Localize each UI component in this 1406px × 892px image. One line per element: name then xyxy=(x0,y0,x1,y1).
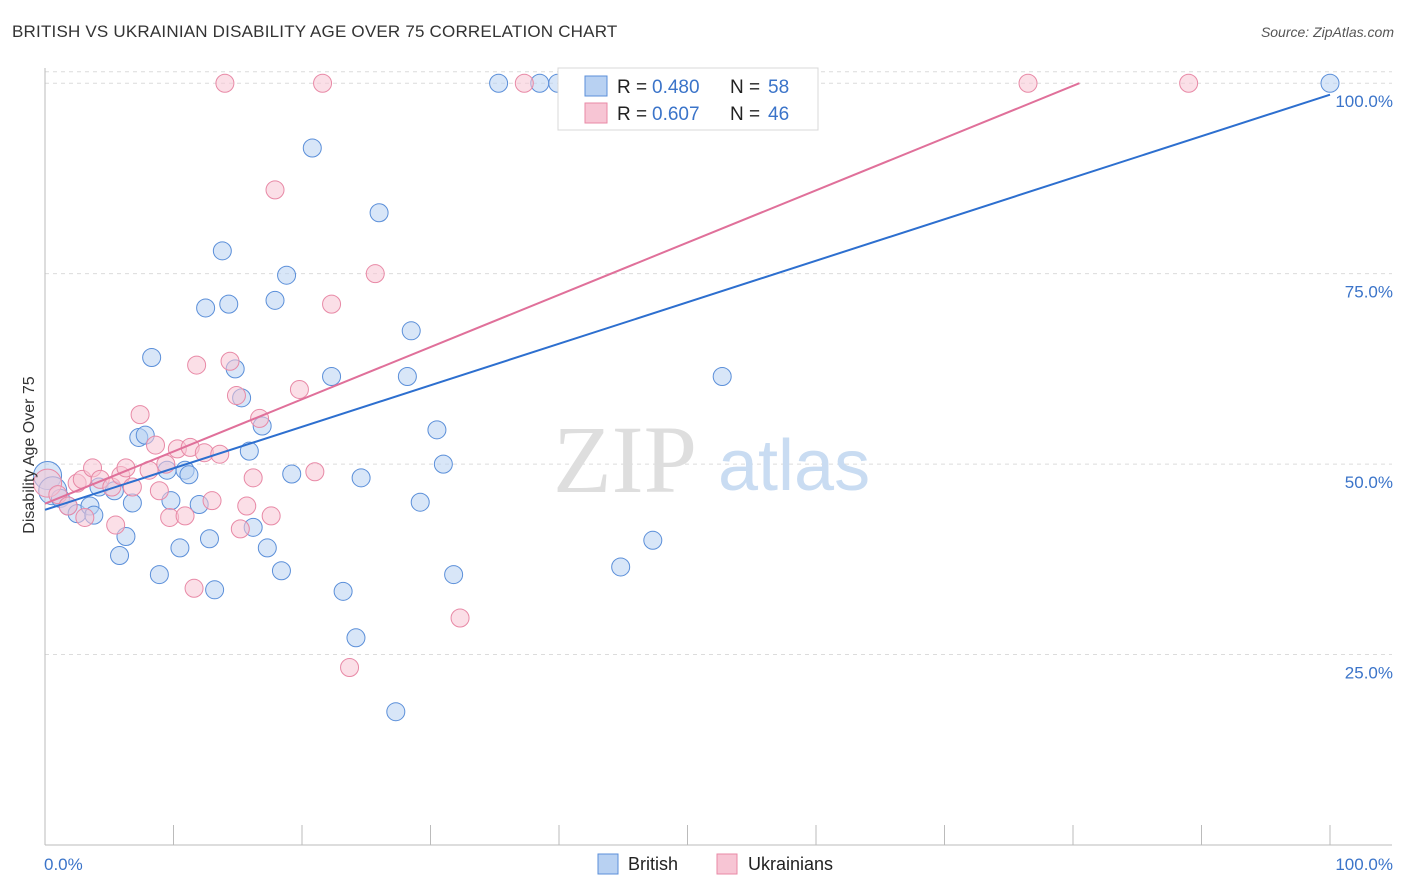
british-point-53 xyxy=(611,557,631,577)
y-tick-label-3: 100.0% xyxy=(1335,92,1393,111)
ukrainians-point-16 xyxy=(149,481,169,501)
ukrainians-point-25 xyxy=(202,491,222,511)
x-tick-labels: 0.0% 100.0% xyxy=(44,855,1393,874)
x-tick-label-0: 0.0% xyxy=(44,855,83,874)
british-point-42 xyxy=(369,203,389,223)
chart-source: Source: ZipAtlas.com xyxy=(1260,24,1394,40)
british-point-46 xyxy=(410,492,430,512)
british-point-43 xyxy=(386,702,406,722)
british-point-25 xyxy=(212,241,232,261)
ukrainians-point-28 xyxy=(220,351,240,371)
ukrainians-point-39 xyxy=(322,294,342,314)
legend-ukrainians-n-label: N = xyxy=(730,104,760,125)
british-point-44 xyxy=(397,367,417,387)
x-tick-label-1: 100.0% xyxy=(1335,855,1393,874)
trend-lines xyxy=(44,82,1331,511)
british-point-9 xyxy=(110,546,130,566)
british-point-15 xyxy=(149,565,169,585)
ukrainians-point-38 xyxy=(313,73,333,93)
british-point-48 xyxy=(433,454,453,474)
bottom-legend-ukrainians-label: Ukrainians xyxy=(748,854,833,874)
british-point-29 xyxy=(239,441,259,461)
y-axis-title: Disability Age Over 75 xyxy=(21,376,38,534)
british-point-32 xyxy=(257,538,277,558)
legend-ukrainians-n-value: 46 xyxy=(768,104,789,125)
ukrainians-point-43 xyxy=(514,73,534,93)
legend-ukrainians-r-value: 0.607 xyxy=(652,104,700,125)
bottom-legend-ukrainians-swatch xyxy=(716,853,738,875)
british-point-38 xyxy=(322,367,342,387)
y-tick-labels: 25.0% 50.0% 75.0% 100.0% xyxy=(1335,92,1393,682)
british-point-22 xyxy=(196,298,216,318)
y-tick-label-2: 75.0% xyxy=(1345,283,1393,302)
ukrainians-point-35 xyxy=(261,506,281,526)
ukrainians-point-5 xyxy=(75,507,95,527)
british-point-36 xyxy=(282,464,302,484)
ukrainians-point-34 xyxy=(265,180,285,200)
legend-ukrainians-r-label: R = xyxy=(617,104,647,125)
ukrainians-point-37 xyxy=(305,462,325,482)
british-point-20 xyxy=(179,465,199,485)
grid-lines xyxy=(45,71,1392,656)
chart-title: BRITISH VS UKRAINIAN DISABILITY AGE OVER… xyxy=(12,22,618,41)
ukrainians-point-20 xyxy=(175,506,195,526)
bottom-legend: British Ukrainians xyxy=(597,853,833,875)
axes xyxy=(44,68,1392,846)
y-tick-label-0: 25.0% xyxy=(1345,664,1393,683)
watermark-atlas: atlas xyxy=(718,426,870,506)
british-point-18 xyxy=(170,538,190,558)
ukrainians-point-15 xyxy=(146,435,166,455)
legend-british-n-label: N = xyxy=(730,77,760,98)
watermark-zip: ZIP xyxy=(553,406,697,513)
top-legend: R = 0.480 N = 58 R = 0.607 N = 46 xyxy=(557,67,819,131)
british-point-11 xyxy=(122,493,142,513)
british-point-57 xyxy=(1320,73,1340,93)
ukrainians-point-29 xyxy=(226,386,246,406)
ukrainians-point-9 xyxy=(106,515,126,535)
british-point-35 xyxy=(277,265,297,285)
british-point-26 xyxy=(219,294,239,314)
ukrainians-point-40 xyxy=(340,658,360,678)
british-point-41 xyxy=(351,468,371,488)
british-point-45 xyxy=(401,321,421,341)
legend-british-n-value: 58 xyxy=(768,77,789,98)
ukrainians-point-31 xyxy=(237,496,257,516)
ukrainians-point-27 xyxy=(215,73,235,93)
british-trend-line xyxy=(44,93,1331,511)
british-point-55 xyxy=(712,367,732,387)
legend-british-r-label: R = xyxy=(617,77,647,98)
british-point-40 xyxy=(346,628,366,648)
ukrainians-point-44 xyxy=(1018,73,1038,93)
legend-british-r-value: 0.480 xyxy=(652,77,700,98)
bottom-legend-british-label: British xyxy=(628,854,678,874)
british-point-37 xyxy=(302,138,322,158)
ukrainians-point-36 xyxy=(289,379,309,399)
british-point-54 xyxy=(643,530,663,550)
ukrainians-trend-line xyxy=(44,82,1080,505)
legend-ukrainians-swatch xyxy=(584,102,608,124)
british-point-23 xyxy=(199,529,219,549)
british-point-14 xyxy=(142,347,162,367)
legend-british-swatch xyxy=(584,75,608,97)
ukrainians-point-45 xyxy=(1179,73,1199,93)
ukrainians-point-42 xyxy=(450,608,470,628)
ukrainians-point-23 xyxy=(187,355,207,375)
y-tick-label-1: 50.0% xyxy=(1345,473,1393,492)
ukrainians-point-41 xyxy=(365,264,385,284)
british-point-49 xyxy=(444,565,464,585)
british-point-24 xyxy=(205,580,225,600)
ukrainians-point-13 xyxy=(130,405,150,425)
ukrainians-point-22 xyxy=(184,578,204,598)
ukrainians-point-30 xyxy=(230,519,250,539)
ukrainians-point-32 xyxy=(243,468,263,488)
bottom-legend-british-swatch xyxy=(597,853,619,875)
british-point-47 xyxy=(427,420,447,440)
british-point-34 xyxy=(271,561,291,581)
british-point-33 xyxy=(265,290,285,310)
british-point-50 xyxy=(489,73,509,93)
british-point-39 xyxy=(333,581,353,601)
watermark: ZIP atlas xyxy=(553,406,870,513)
